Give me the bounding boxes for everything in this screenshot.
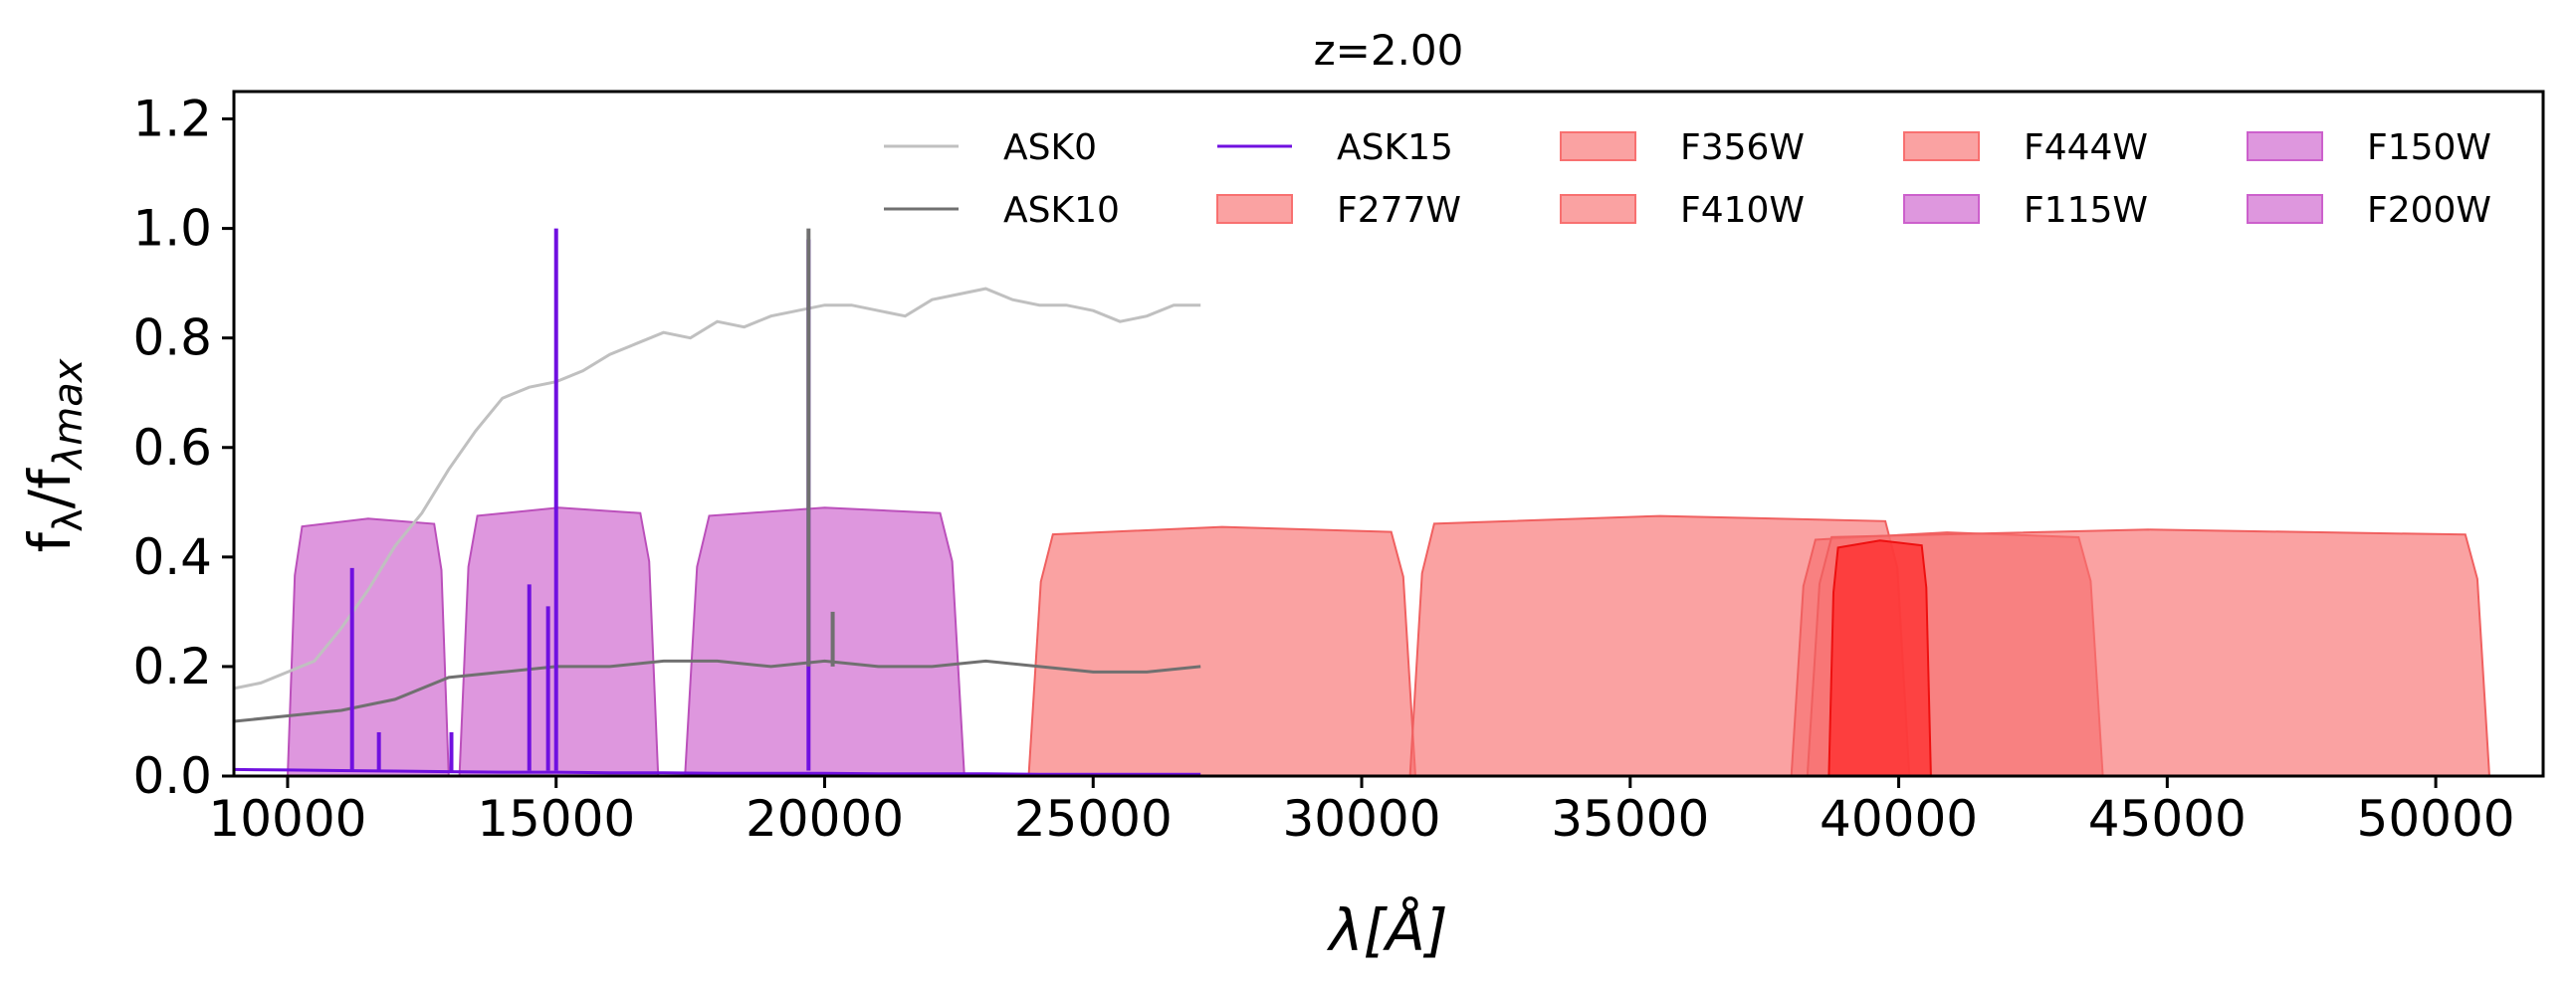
y-tick-label: 0.0 — [132, 747, 212, 805]
legend-swatch-F200W — [2247, 194, 2323, 224]
x-tick-label: 20000 — [746, 790, 904, 848]
y-tick-label: 0.6 — [132, 419, 212, 477]
legend-label-F410W: F410W — [1680, 190, 1805, 231]
y-tick-label: 0.2 — [132, 638, 212, 695]
x-axis: 10000 15000 20000 25000 30000 35000 40000 45000… — [208, 776, 2515, 848]
legend-swatch-F115W — [1903, 194, 1980, 224]
legend-label-ASK0: ASK0 — [1003, 127, 1097, 168]
filter-F277W — [1027, 525, 1417, 776]
x-tick-label: 30000 — [1282, 790, 1440, 848]
legend-swatch-F410W — [1560, 194, 1636, 224]
plot-area — [234, 228, 2491, 776]
x-tick-label: 15000 — [477, 790, 635, 848]
axes-frame — [232, 90, 2545, 778]
legend-label-F444W: F444W — [2024, 127, 2148, 168]
y-tick-label: 0.4 — [132, 528, 212, 586]
filter-F470N — [1827, 539, 1932, 776]
svg-text:fλ/fλmax: fλ/fλmax — [16, 358, 92, 552]
y-axis: 0.0 0.2 0.4 0.6 0.8 1.0 1.2 — [132, 91, 234, 805]
y-tick-label: 1.0 — [132, 200, 212, 258]
spectrum-ASK15 — [234, 767, 1201, 776]
x-tick-label: 40000 — [1820, 790, 1978, 848]
spectrum-ASK10 — [234, 659, 1201, 723]
y-label-mid: /f — [16, 468, 84, 509]
legend-label-F150W: F150W — [2367, 127, 2491, 168]
chart-title: z=2.00 — [1314, 26, 1464, 75]
legend-swatch-F356W — [1560, 131, 1636, 161]
spectrum-ASK0 — [234, 287, 1201, 691]
x-tick-label: 10000 — [208, 790, 366, 848]
legend-label-ASK15: ASK15 — [1337, 127, 1453, 168]
y-axis-label: fλ/fλmax — [16, 358, 92, 552]
y-label-sub2: λmax — [46, 358, 92, 471]
y-tick-label: 0.8 — [132, 309, 212, 367]
legend-swatch-F150W — [2247, 131, 2323, 161]
legend-label-F200W: F200W — [2367, 190, 2491, 231]
x-tick-label: 45000 — [2088, 790, 2247, 848]
legend-swatch-F444W — [1903, 131, 1980, 161]
y-tick-label: 1.2 — [132, 91, 212, 148]
legend-label-F277W: F277W — [1337, 190, 1461, 231]
filter-F444W — [1806, 528, 2491, 776]
x-tick-label: 35000 — [1551, 790, 1709, 848]
filter-F150W — [458, 506, 660, 776]
filter-F115W — [286, 517, 450, 776]
x-tick-label: 50000 — [2357, 790, 2515, 848]
legend-label-F115W: F115W — [2024, 190, 2148, 231]
x-tick-label: 25000 — [1014, 790, 1173, 848]
legend-label-F356W: F356W — [1680, 127, 1805, 168]
x-axis-label: λ[Å] — [1326, 895, 1447, 964]
legend-swatch-F277W — [1216, 194, 1293, 224]
filter-F200W — [684, 506, 966, 776]
y-label-sub1: λ — [46, 508, 92, 532]
legend: ASK0 ASK10 ASK15 F277W F356W F410W F444W F115W F… — [884, 127, 2491, 231]
legend-label-ASK10: ASK10 — [1003, 190, 1120, 231]
y-label-main: f — [16, 530, 84, 552]
